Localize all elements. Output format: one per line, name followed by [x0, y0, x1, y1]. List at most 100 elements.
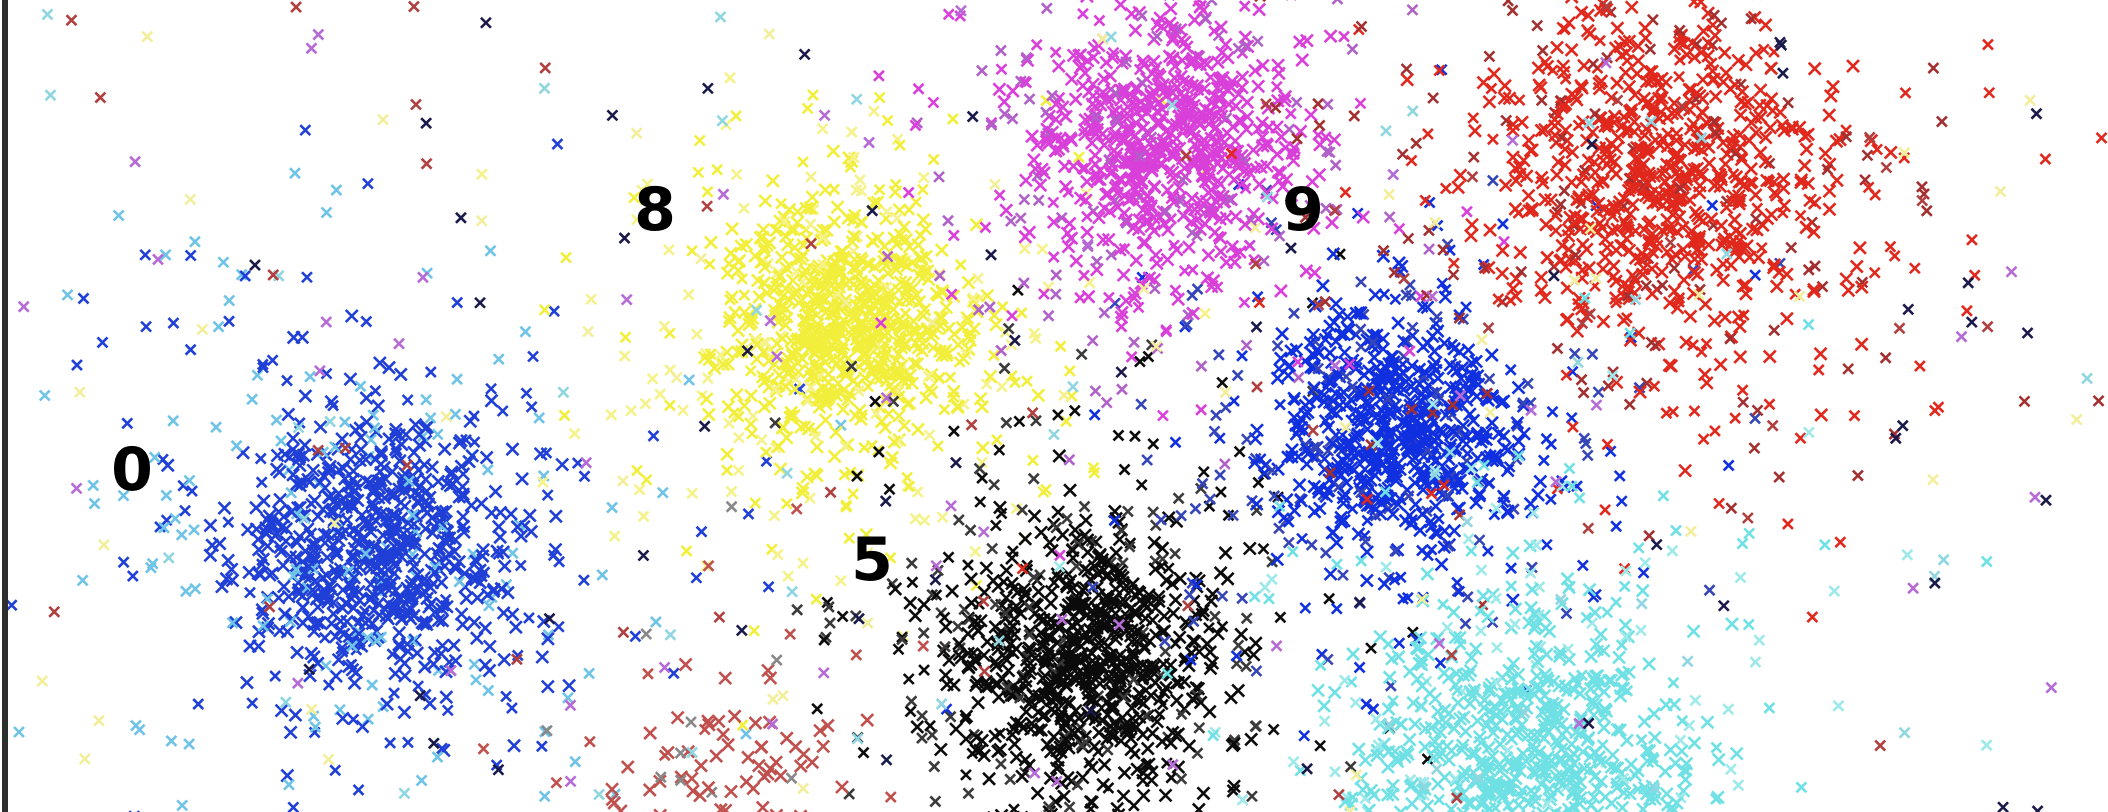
scatter-point-cluster-5 — [1467, 112, 1480, 124]
scatter-point-cluster-0 — [514, 559, 527, 572]
scatter-point-cluster-1 — [637, 510, 650, 523]
scatter-point-cluster-4 — [1014, 212, 1027, 225]
scatter-point-cluster-5 — [1814, 407, 1829, 422]
scatter-point-cluster-4 — [1290, 96, 1303, 109]
scatter-point-cluster-0 — [548, 305, 561, 318]
scatter-point-cluster-3 — [1135, 398, 1148, 411]
scatter-point-cluster-1 — [893, 312, 907, 327]
scatter-point-cluster-1 — [780, 237, 795, 252]
scatter-point-cluster-0 — [358, 550, 373, 564]
scatter-point-cluster-1 — [619, 331, 632, 344]
scatter-point-cluster-1 — [939, 348, 954, 363]
scatter-point-cluster-2 — [1071, 603, 1086, 618]
scatter-point-cluster-5 — [1468, 123, 1482, 138]
scatter-point-cluster-1 — [877, 239, 892, 254]
scatter-point-cluster-2 — [930, 589, 943, 601]
scatter-point-cluster-0 — [485, 382, 498, 395]
scatter-point-cluster-4 — [1252, 2, 1267, 17]
scatter-point-cluster-2 — [1157, 609, 1172, 624]
scatter-point-cluster-3 — [1537, 454, 1550, 467]
scatter-point-cluster-4 — [1238, 296, 1251, 309]
scatter-point-cluster-0 — [96, 336, 109, 349]
scatter-point-cluster-1 — [810, 593, 823, 606]
scatter-point-cluster-5 — [1525, 143, 1539, 157]
scatter-point-cluster-0 — [436, 742, 448, 755]
scatter-point-cluster-0 — [284, 615, 297, 628]
scatter-point-cluster-5 — [1464, 228, 1478, 243]
scatter-point-cluster-1 — [858, 441, 871, 454]
scatter-point-cluster-2 — [791, 603, 804, 616]
scatter-point-cluster-5 — [1482, 94, 1497, 109]
scatter-point-cluster-4 — [1204, 71, 1217, 84]
scatter-point-cluster-1 — [801, 333, 816, 348]
scatter-point-cluster-2 — [1163, 736, 1178, 750]
scatter-point-cluster-1 — [927, 153, 940, 166]
scatter-point-cluster-0 — [393, 367, 408, 382]
scatter-point-cluster-1 — [892, 203, 907, 217]
scatter-point-cluster-2 — [888, 582, 903, 596]
scatter-point-cluster-2 — [1036, 632, 1051, 647]
scatter-point-cluster-1 — [901, 279, 916, 294]
scatter-point-cluster-0 — [320, 206, 333, 219]
scatter-point-cluster-0 — [326, 606, 341, 621]
scatter-point-cluster-0 — [283, 725, 298, 740]
scatter-point-cluster-2 — [1123, 540, 1136, 553]
scatter-point-cluster-3 — [1486, 174, 1499, 187]
scatter-point-cluster-0 — [505, 442, 520, 457]
scatter-point-cluster-0 — [273, 492, 288, 507]
scatter-point-cluster-2 — [1250, 720, 1263, 732]
scatter-point-cluster-3 — [1274, 398, 1286, 411]
scatter-point-cluster-0 — [667, 667, 680, 680]
scatter-point-cluster-3 — [1483, 372, 1496, 385]
scatter-point-cluster-0 — [540, 631, 555, 646]
scatter-point-cluster-3 — [1540, 432, 1553, 445]
scatter-point-cluster-0 — [548, 509, 563, 524]
scatter-point-cluster-1 — [750, 273, 765, 288]
scatter-point-cluster-2 — [1162, 562, 1175, 575]
scatter-point-cluster-5 — [1579, 242, 1594, 257]
scatter-point-cluster-1 — [969, 545, 982, 558]
scatter-point-cluster-5 — [1983, 86, 1996, 99]
scatter-point-cluster-5 — [1531, 19, 1544, 32]
scatter-point-cluster-5 — [1697, 433, 1710, 446]
scatter-point-cluster-2 — [1075, 348, 1088, 361]
scatter-point-cluster-5 — [1764, 61, 1779, 76]
scatter-point-cluster-2 — [1267, 723, 1280, 736]
scatter-point-cluster-4 — [1062, 216, 1077, 231]
scatter-point-cluster-4 — [1023, 93, 1036, 105]
scatter-point-cluster-2 — [1155, 541, 1170, 556]
scatter-point-cluster-2 — [976, 472, 989, 484]
scatter-point-cluster-1 — [883, 362, 897, 377]
scatter-point-cluster-2 — [1023, 624, 1037, 639]
scatter-point-cluster-1 — [640, 473, 653, 486]
scatter-point-cluster-5 — [1521, 133, 1536, 148]
scatter-point-cluster-0 — [292, 529, 307, 544]
scatter-point-cluster-0 — [71, 359, 83, 372]
scatter-point-cluster-0 — [291, 452, 306, 467]
scatter-point-cluster-1 — [1031, 388, 1046, 403]
scatter-point-cluster-4 — [1403, 345, 1416, 357]
scatter-point-cluster-0 — [406, 608, 421, 623]
scatter-point-cluster-4 — [1354, 97, 1367, 110]
scatter-point-cluster-1 — [771, 439, 786, 454]
scatter-point-cluster-4 — [1017, 277, 1030, 289]
scatter-point-cluster-1 — [889, 237, 904, 252]
scatter-point-cluster-1 — [829, 425, 843, 440]
scatter-point-cluster-1 — [662, 243, 675, 256]
scatter-point-cluster-5 — [1794, 432, 1807, 445]
scatter-point-cluster-5 — [1868, 266, 1881, 279]
scatter-point-cluster-1 — [884, 552, 897, 564]
scatter-point-cluster-0 — [167, 317, 180, 330]
scatter-point-cluster-5 — [1807, 196, 1822, 210]
scatter-point-cluster-2 — [1075, 595, 1090, 610]
scatter-point-cluster-2 — [999, 590, 1014, 605]
scatter-point-cluster-4 — [999, 203, 1014, 218]
scatter-point-cluster-5 — [1550, 40, 1564, 55]
scatter-point-cluster-1 — [807, 357, 822, 372]
scatter-point-cluster-4 — [1081, 210, 1093, 223]
scatter-point-cluster-0 — [500, 585, 515, 600]
scatter-point-cluster-0 — [606, 501, 619, 514]
scatter-point-cluster-0 — [117, 556, 130, 569]
scatter-point-cluster-1 — [701, 407, 716, 422]
scatter-point-cluster-0 — [439, 690, 454, 705]
